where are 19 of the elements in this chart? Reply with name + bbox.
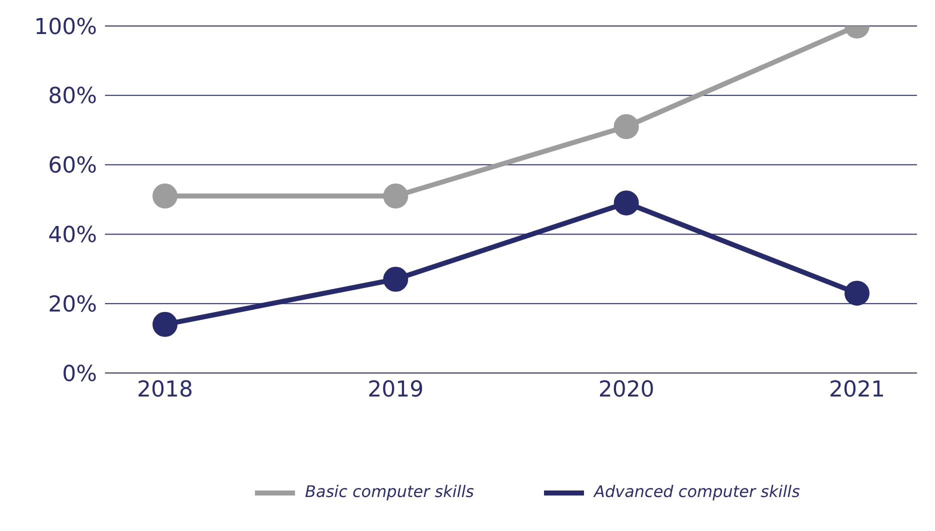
y-tick-label: 80% xyxy=(48,84,97,110)
point xyxy=(152,184,178,209)
legend-label: Advanced computer skills xyxy=(594,482,800,502)
y-tick-label: 20% xyxy=(48,292,97,318)
x-tick-label: 2019 xyxy=(368,378,424,403)
point xyxy=(614,190,639,216)
point xyxy=(614,114,639,140)
point xyxy=(383,266,408,292)
point xyxy=(383,184,408,209)
y-tick-label: 60% xyxy=(48,154,97,179)
y-tick-label: 40% xyxy=(48,223,97,248)
x-tick-label: 2021 xyxy=(829,378,885,403)
y-tick-label: 0% xyxy=(62,362,97,387)
legend-label: Basic computer skills xyxy=(305,482,474,502)
y-tick-label: 100% xyxy=(34,14,97,40)
point xyxy=(152,312,178,337)
point xyxy=(844,280,870,306)
x-tick-label: 2018 xyxy=(137,378,193,403)
x-tick-label: 2020 xyxy=(598,378,654,403)
